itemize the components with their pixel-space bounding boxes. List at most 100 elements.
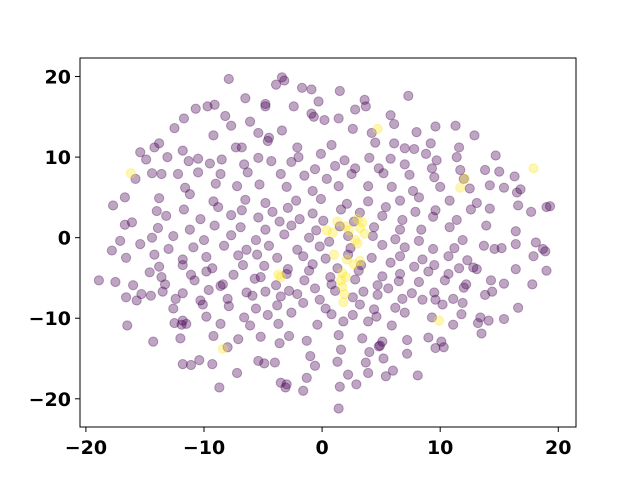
scatter-point <box>340 221 351 232</box>
scatter-point <box>368 222 380 233</box>
scatter-point <box>372 123 383 134</box>
scatter-point <box>453 142 465 153</box>
scatter-point <box>380 371 391 382</box>
scatter-point <box>253 152 264 163</box>
x-tick-label: 0 <box>315 437 328 459</box>
scatter-point <box>152 222 164 234</box>
scatter-point <box>402 334 413 346</box>
scatter-point <box>540 246 551 257</box>
scatter-point <box>374 340 386 351</box>
scatter-point <box>236 142 247 153</box>
scatter-point <box>273 318 284 329</box>
scatter-point <box>151 205 162 217</box>
scatter-point <box>280 382 291 393</box>
scatter-point <box>130 173 141 184</box>
scatter-point <box>213 201 224 213</box>
scatter-point <box>443 268 454 280</box>
scatter-point <box>339 155 350 166</box>
scatter-point <box>178 113 190 124</box>
scatter-point <box>430 205 441 216</box>
y-tick-label: 0 <box>58 228 71 250</box>
scatter-point <box>363 196 374 207</box>
scatter-point <box>455 164 466 176</box>
scatter-point <box>262 135 273 147</box>
scatter-point <box>490 150 501 161</box>
scatter-point <box>544 201 556 212</box>
scatter-point <box>359 228 370 239</box>
scatter-point <box>338 316 349 327</box>
scatter-point <box>385 257 396 268</box>
scatter-point <box>461 279 472 290</box>
scatter-point <box>172 168 184 180</box>
scatter-point <box>370 137 381 148</box>
scatter-point <box>250 234 262 246</box>
scatter-point <box>511 187 523 198</box>
scatter-point <box>215 280 226 292</box>
scatter-point <box>255 272 266 283</box>
scatter-point <box>201 266 212 277</box>
scatter-point <box>209 220 220 231</box>
scatter-point <box>458 282 469 293</box>
scatter-point <box>324 236 335 247</box>
scatter-point <box>177 145 188 156</box>
scatter-point <box>389 138 400 149</box>
scatter-point <box>262 309 273 321</box>
scatter-point <box>122 320 133 331</box>
scatter-point <box>513 302 524 313</box>
scatter-point <box>244 320 256 331</box>
scatter-point <box>275 377 286 388</box>
scatter-point <box>154 138 165 149</box>
scatter-point <box>298 251 309 262</box>
scatter-point <box>321 225 332 236</box>
scatter-point <box>510 239 521 250</box>
scatter-point <box>380 201 391 213</box>
scatter-point <box>269 357 280 368</box>
scatter-point <box>260 101 271 112</box>
scatter-point <box>481 220 492 231</box>
scatter-point <box>430 294 441 305</box>
scatter-point <box>304 265 315 276</box>
scatter-point <box>341 254 352 265</box>
scatter-point <box>394 251 406 262</box>
scatter-point <box>93 275 105 286</box>
scatter-point <box>403 90 414 101</box>
scatter-point <box>464 183 475 194</box>
scatter-point <box>537 243 549 255</box>
scatter-point <box>457 297 468 309</box>
scatter-point <box>513 200 524 211</box>
scatter-point <box>326 139 337 151</box>
scatter-point <box>348 216 360 227</box>
scatter-point <box>298 385 309 396</box>
scatter-point <box>347 309 358 321</box>
scatter-point <box>231 367 243 379</box>
scatter-point <box>399 159 410 170</box>
scatter-point <box>220 110 231 122</box>
scatter-point <box>161 210 172 222</box>
scatter-point <box>185 359 197 371</box>
scatter-point <box>286 307 297 318</box>
scatter-point <box>468 262 479 273</box>
scatter-point <box>204 158 215 169</box>
scatter-point <box>363 367 374 379</box>
scatter-point <box>426 163 438 174</box>
scatter-point <box>314 241 325 252</box>
scatter-point <box>169 122 180 134</box>
scatter-point <box>371 311 382 322</box>
scatter-point <box>226 230 237 241</box>
scatter-point <box>156 272 167 283</box>
scatter-point <box>307 208 318 219</box>
scatter-point <box>119 219 130 230</box>
scatter-point <box>348 259 360 270</box>
scatter-point <box>226 120 237 131</box>
scatter-point <box>321 173 332 184</box>
scatter-point <box>240 194 251 205</box>
scatter-point <box>181 318 192 329</box>
scatter-point <box>357 217 368 228</box>
scatter-point <box>299 170 310 181</box>
scatter-point <box>286 220 297 231</box>
scatter-point <box>355 259 367 271</box>
scatter-point <box>208 196 219 207</box>
scatter-point <box>168 303 179 314</box>
scatter-point <box>352 238 363 249</box>
scatter-point <box>193 167 204 178</box>
